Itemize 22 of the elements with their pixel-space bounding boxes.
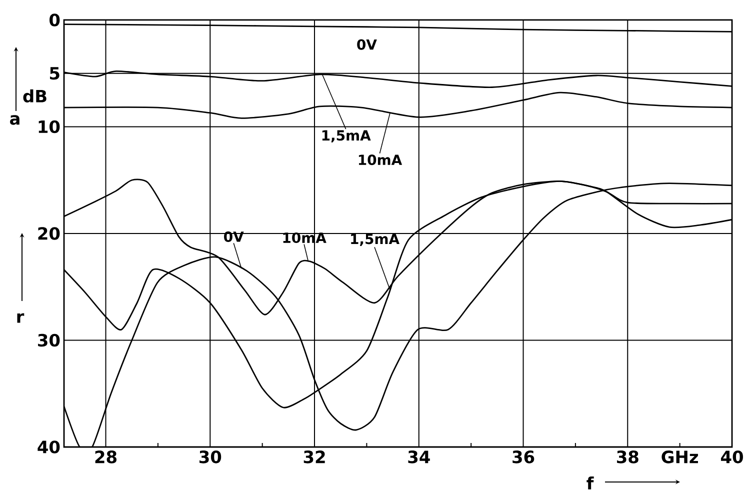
x-tick-label: 36	[512, 450, 534, 464]
text: 1,5mA	[322, 130, 371, 142]
x-tick-label: GHz	[662, 450, 698, 464]
text: a	[10, 115, 20, 125]
y-tick-label: 10	[38, 120, 60, 134]
x-tick-label: 28	[95, 450, 116, 464]
x-tick-label: 38	[616, 450, 638, 464]
y-axis-title: r	[17, 313, 24, 323]
y-tick-label: 40	[38, 440, 60, 454]
series-label: 1,5mA	[351, 234, 400, 246]
x-axis-title: f	[586, 476, 594, 490]
x-tick-label: 34	[408, 450, 430, 464]
x-tick-label: 30	[199, 450, 222, 464]
y-tick-label: 0	[50, 14, 60, 26]
y-tick-label: 30	[38, 334, 60, 347]
text: 10mA	[358, 154, 402, 166]
x-tick-label: 32	[304, 450, 325, 464]
x-tick-label: 40	[720, 450, 743, 464]
text: dB	[23, 89, 46, 103]
series-label: 0V	[357, 39, 377, 50]
y-tick-label: 5	[50, 67, 60, 80]
y-tick-label: 20	[38, 227, 60, 240]
